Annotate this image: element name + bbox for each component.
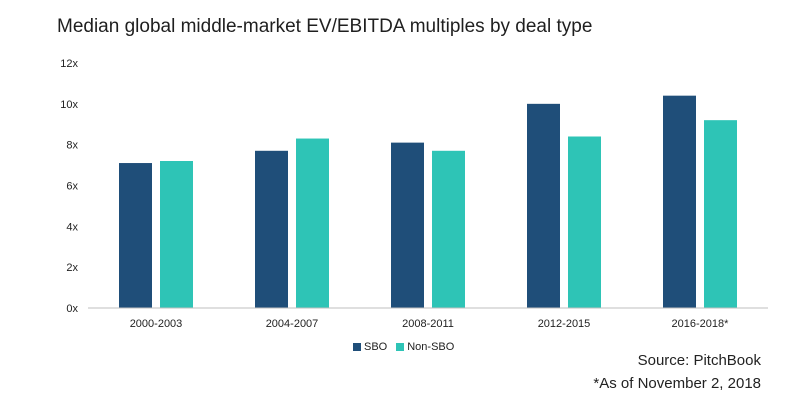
legend-item-sbo: SBO bbox=[353, 341, 387, 353]
x-category-label: 2016-2018* bbox=[672, 318, 730, 330]
bar-sbo-2004-2007 bbox=[255, 150, 288, 308]
y-axis-ticks: 0x 2x 4x 6x 8x 10x 12x bbox=[60, 58, 78, 315]
legend-item-non-sbo: Non-SBO bbox=[396, 341, 454, 353]
bar-sbo-2008-2011 bbox=[391, 142, 424, 308]
bar-sbo-2016-2018 bbox=[663, 95, 696, 309]
y-tick-label: 2x bbox=[66, 262, 78, 274]
x-axis-categories: 2000-2003 2004-2007 2008-2011 2012-2015 2016… bbox=[130, 318, 729, 330]
y-tick-label: 6x bbox=[66, 181, 78, 193]
legend-swatch-sbo bbox=[353, 343, 361, 351]
chart-title: Median global middle-market EV/EBITDA mu… bbox=[57, 16, 593, 37]
bars-group bbox=[119, 95, 737, 309]
bar-sbo-2000-2003 bbox=[119, 163, 152, 308]
y-tick-label: 8x bbox=[66, 140, 78, 152]
legend-label-sbo: SBO bbox=[364, 341, 388, 353]
x-category-label: 2008-2011 bbox=[402, 318, 454, 330]
y-tick-label: 0x bbox=[66, 303, 78, 315]
bar-non-sbo-2008-2011 bbox=[432, 150, 465, 308]
x-category-label: 2012-2015 bbox=[538, 318, 591, 330]
y-tick-label: 4x bbox=[66, 221, 78, 233]
bar-non-sbo-2004-2007 bbox=[296, 138, 329, 308]
y-tick-label: 10x bbox=[60, 99, 78, 111]
legend-swatch-non-sbo bbox=[396, 343, 405, 351]
footnote: *As of November 2, 2018 bbox=[593, 375, 761, 392]
y-tick-label: 12x bbox=[60, 58, 78, 70]
bar-sbo-2012-2015 bbox=[527, 103, 560, 308]
legend: SBO Non-SBO bbox=[353, 341, 463, 353]
legend-label-non-sbo: Non-SBO bbox=[407, 341, 455, 353]
x-category-label: 2000-2003 bbox=[130, 318, 183, 330]
x-category-label: 2004-2007 bbox=[266, 318, 319, 330]
bar-non-sbo-2016-2018 bbox=[704, 120, 737, 309]
bar-non-sbo-2012-2015 bbox=[568, 136, 601, 308]
bar-non-sbo-2000-2003 bbox=[160, 161, 193, 308]
source-note: Source: PitchBook bbox=[637, 352, 761, 369]
